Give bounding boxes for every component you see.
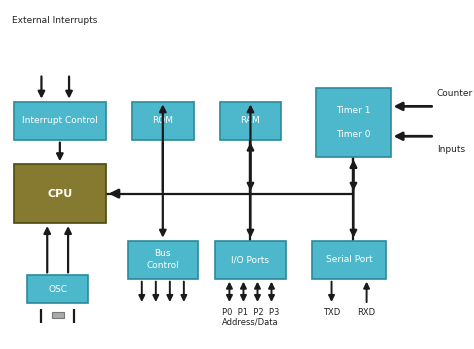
Text: Address/Data: Address/Data — [222, 317, 279, 326]
FancyBboxPatch shape — [220, 102, 281, 140]
FancyBboxPatch shape — [27, 275, 88, 303]
Text: OSC: OSC — [48, 285, 67, 294]
Text: I/O Ports: I/O Ports — [231, 255, 269, 264]
Text: Counter: Counter — [437, 89, 473, 98]
Text: Inputs: Inputs — [437, 145, 465, 154]
FancyBboxPatch shape — [14, 164, 106, 223]
Text: Timer 1

Timer 0: Timer 1 Timer 0 — [336, 106, 371, 139]
Text: P0  P1  P2  P3: P0 P1 P2 P3 — [222, 308, 279, 317]
FancyBboxPatch shape — [128, 240, 198, 279]
FancyBboxPatch shape — [316, 88, 391, 157]
Text: CPU: CPU — [47, 188, 73, 199]
Text: TXD: TXD — [323, 308, 340, 317]
Bar — [52, 312, 64, 318]
FancyBboxPatch shape — [215, 240, 285, 279]
Text: Serial Port: Serial Port — [326, 255, 373, 264]
Text: RXD: RXD — [357, 308, 376, 317]
Text: RAM: RAM — [241, 116, 260, 125]
FancyBboxPatch shape — [132, 102, 193, 140]
Text: ROM: ROM — [152, 116, 173, 125]
Text: External Interrupts: External Interrupts — [12, 16, 97, 25]
FancyBboxPatch shape — [312, 240, 386, 279]
FancyBboxPatch shape — [14, 102, 106, 140]
Text: Interrupt Control: Interrupt Control — [22, 116, 98, 125]
Text: Bus
Control: Bus Control — [146, 249, 179, 270]
